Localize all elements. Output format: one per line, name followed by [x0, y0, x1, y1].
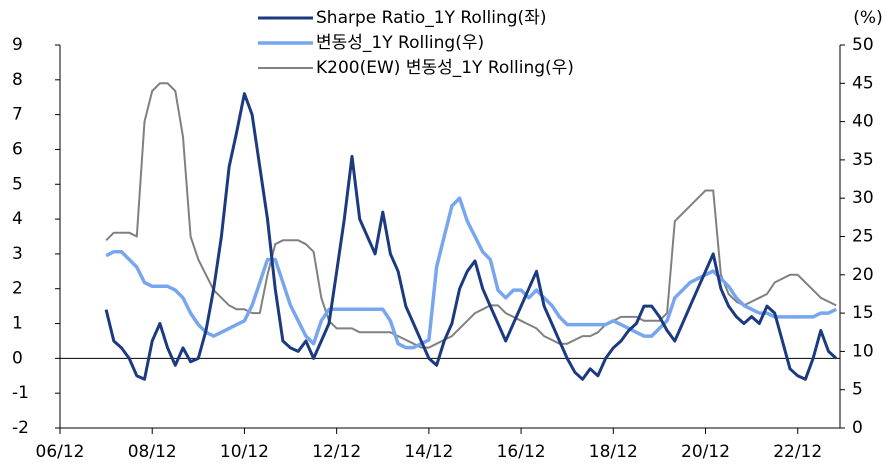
x-tick-label: 08/12: [128, 442, 177, 462]
series-line: [105, 196, 837, 350]
y2-tick-label: 25: [852, 227, 874, 247]
y-tick-label: 0: [12, 348, 23, 368]
y2-tick-label: 0: [852, 418, 863, 438]
y-tick-label: 1: [12, 314, 23, 334]
x-tick-label: 10/12: [220, 442, 269, 462]
y2-tick-label: 20: [852, 265, 874, 285]
y-tick-label: 9: [12, 35, 23, 55]
x-tick-label: 06/12: [36, 442, 85, 462]
y2-tick-label: 15: [852, 303, 874, 323]
x-tick-label: 22/12: [773, 442, 822, 462]
y2-tick-label: 40: [852, 112, 874, 132]
x-tick-label: 14/12: [404, 442, 453, 462]
y-tick-label: 2: [12, 279, 23, 299]
y-tick-label: 3: [12, 244, 23, 264]
legend-label: K200(EW) 변동성_1Y Rolling(우): [316, 58, 574, 78]
y2-tick-label: 35: [852, 150, 874, 170]
y-tick-label: -1: [12, 383, 29, 403]
y-tick-label: 7: [12, 105, 23, 125]
y2-axis-label: (%): [853, 8, 882, 28]
x-tick-label: 16/12: [497, 442, 546, 462]
y-tick-label: 5: [12, 174, 23, 194]
y2-tick-label: 45: [852, 73, 874, 93]
y2-tick-label: 5: [852, 380, 863, 400]
legend-label: Sharpe Ratio_1Y Rolling(좌): [316, 8, 546, 28]
y2-tick-label: 30: [852, 188, 874, 208]
x-tick-label: 20/12: [681, 442, 730, 462]
x-tick-label: 18/12: [589, 442, 638, 462]
y2-tick-label: 10: [852, 341, 874, 361]
y2-tick-label: 50: [852, 35, 874, 55]
y-tick-label: 6: [12, 139, 23, 159]
series-line: [105, 82, 837, 349]
y-tick-label: 8: [12, 70, 23, 90]
y-tick-label: -2: [12, 418, 29, 438]
y-tick-label: 4: [12, 209, 23, 229]
series-line: [104, 92, 838, 381]
legend-label: 변동성_1Y Rolling(우): [316, 33, 484, 53]
x-tick-label: 12/12: [312, 442, 361, 462]
